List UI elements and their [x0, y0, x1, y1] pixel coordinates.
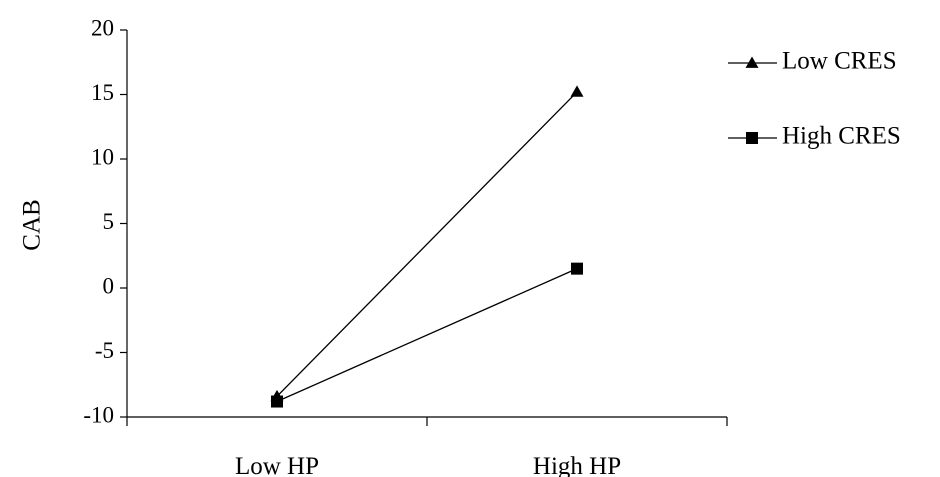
data-point — [571, 262, 583, 275]
legend-label: Low CRES — [782, 48, 897, 75]
legend-marker — [745, 56, 759, 68]
x-tick-labels: Low HP High HP — [235, 453, 621, 477]
y-tick-label: 15 — [91, 80, 114, 105]
series-line — [276, 91, 578, 397]
y-tick-labels: -10 -5 0 5 10 15 20 — [83, 15, 114, 427]
legend: Low CRES High CRES — [728, 48, 901, 150]
y-tick-label: 20 — [91, 15, 114, 40]
y-tick-label: -10 — [83, 402, 114, 427]
x-tick-label: High HP — [533, 453, 621, 477]
series-line — [276, 268, 578, 403]
legend-marker — [746, 132, 758, 144]
y-tick-label: 10 — [91, 144, 114, 169]
y-tick-label: -5 — [95, 338, 114, 363]
y-tick-label: 5 — [103, 209, 115, 234]
axes — [120, 29, 728, 426]
data-point — [271, 395, 283, 408]
y-tick-label: 0 — [103, 273, 115, 298]
y-axis-title: CAB — [19, 199, 46, 250]
data-point — [570, 85, 584, 97]
series-group — [270, 85, 584, 408]
legend-label: High CRES — [782, 123, 901, 150]
x-tick-label: Low HP — [235, 453, 319, 477]
